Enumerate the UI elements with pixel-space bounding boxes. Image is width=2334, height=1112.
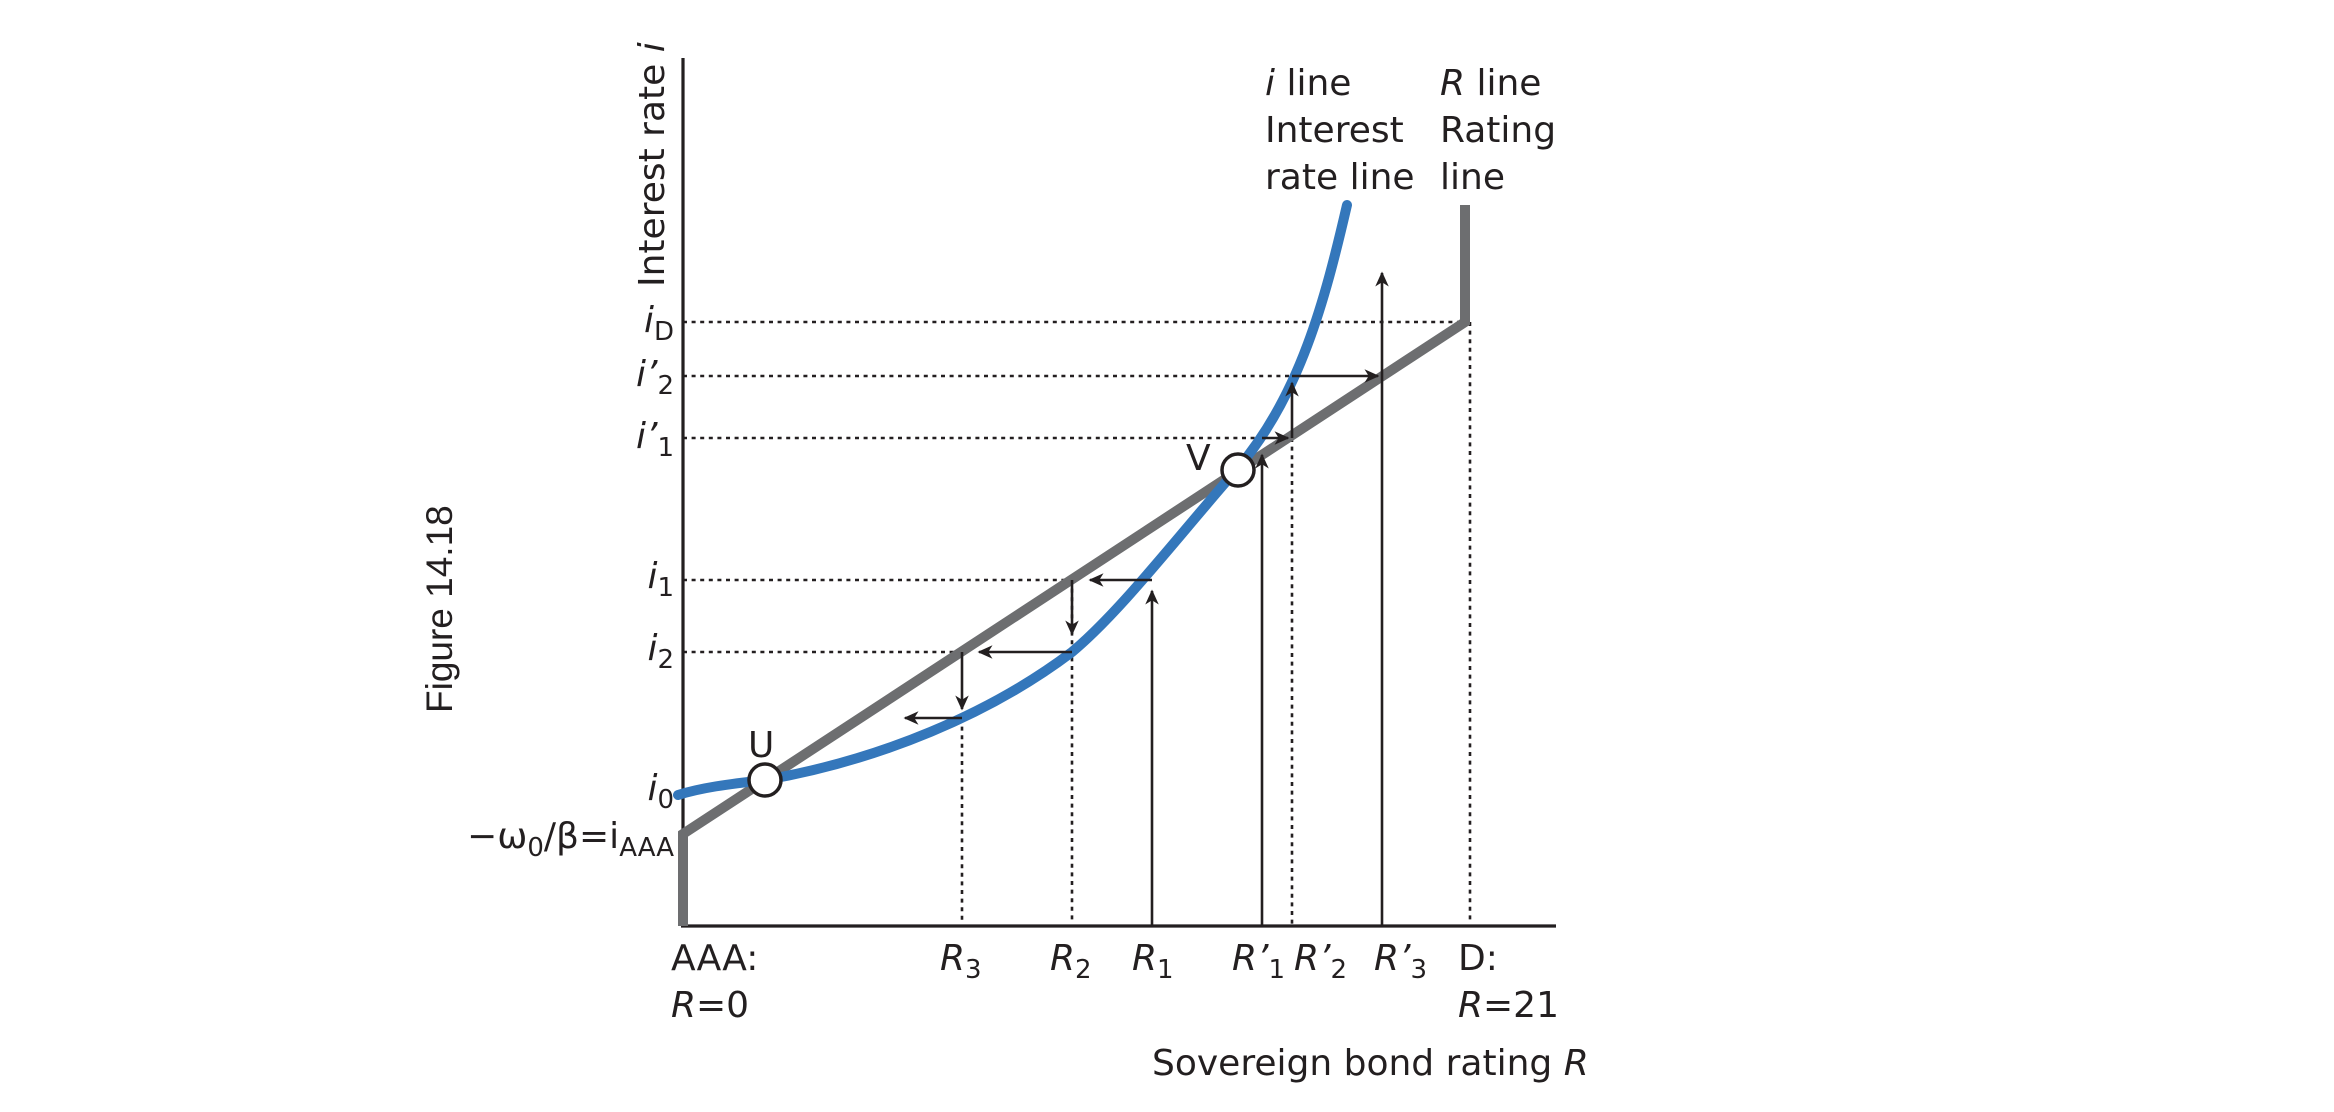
ytick-ip1: i’1	[636, 416, 674, 463]
xtick-R1: R1	[1132, 938, 1174, 985]
x-axis-title: Sovereign bond rating R	[1152, 1043, 1589, 1084]
down-arrows	[955, 580, 1079, 711]
svg-text:line: line	[1440, 157, 1505, 198]
horizontal-arrows	[903, 369, 1380, 725]
xtick-d: D:	[1458, 938, 1498, 979]
y-axis-title: Interest rate i	[632, 42, 673, 287]
label-u: U	[748, 725, 774, 766]
r-line-label: R line Rating line	[1440, 63, 1556, 198]
ytick-i1: i1	[647, 556, 674, 603]
xtick-Rp2: R’2	[1294, 938, 1347, 985]
horizontal-guides	[683, 320, 1470, 654]
i-line	[673, 200, 1352, 800]
ytick-ip2: i’2	[636, 354, 674, 401]
svg-text:i line: i line	[1265, 63, 1351, 104]
x-tick-labels: AAA: R=0 D: R=21 R3 R2 R1 R’1 R’2 R’3	[671, 938, 1559, 1026]
xtick-Rp3: R’3	[1374, 938, 1427, 985]
vertical-guides	[960, 322, 1472, 924]
svg-text:Interest: Interest	[1265, 110, 1404, 151]
xtick-R3: R3	[940, 938, 982, 985]
r-line	[678, 205, 1470, 926]
y-tick-labels: iD i’2 i’1 i1 i2 i0 −ω0/β=iAAA	[467, 300, 674, 863]
svg-text:R line: R line	[1440, 63, 1541, 104]
xtick-aaa-value: R=0	[671, 985, 749, 1026]
equilibrium-point-u	[747, 762, 783, 798]
ytick-iD: iD	[644, 300, 674, 347]
equilibrium-point-v	[1220, 452, 1256, 488]
svg-text:Rating: Rating	[1440, 110, 1556, 151]
ytick-i2: i2	[647, 628, 674, 675]
up-arrows	[1145, 271, 1389, 926]
xtick-d-value: R=21	[1458, 985, 1559, 1026]
figure-caption: Figure 14.18	[419, 505, 460, 713]
i-line-label: i line Interest rate line	[1265, 63, 1415, 198]
ytick-iaaa: −ω0/β=iAAA	[467, 816, 674, 863]
axes	[681, 58, 1556, 928]
svg-text:rate line: rate line	[1265, 157, 1415, 198]
xtick-Rp1: R’1	[1232, 938, 1285, 985]
xtick-R2: R2	[1050, 938, 1092, 985]
ytick-i0: i0	[647, 768, 674, 815]
label-v: V	[1186, 438, 1211, 479]
xtick-aaa: AAA:	[671, 938, 758, 979]
